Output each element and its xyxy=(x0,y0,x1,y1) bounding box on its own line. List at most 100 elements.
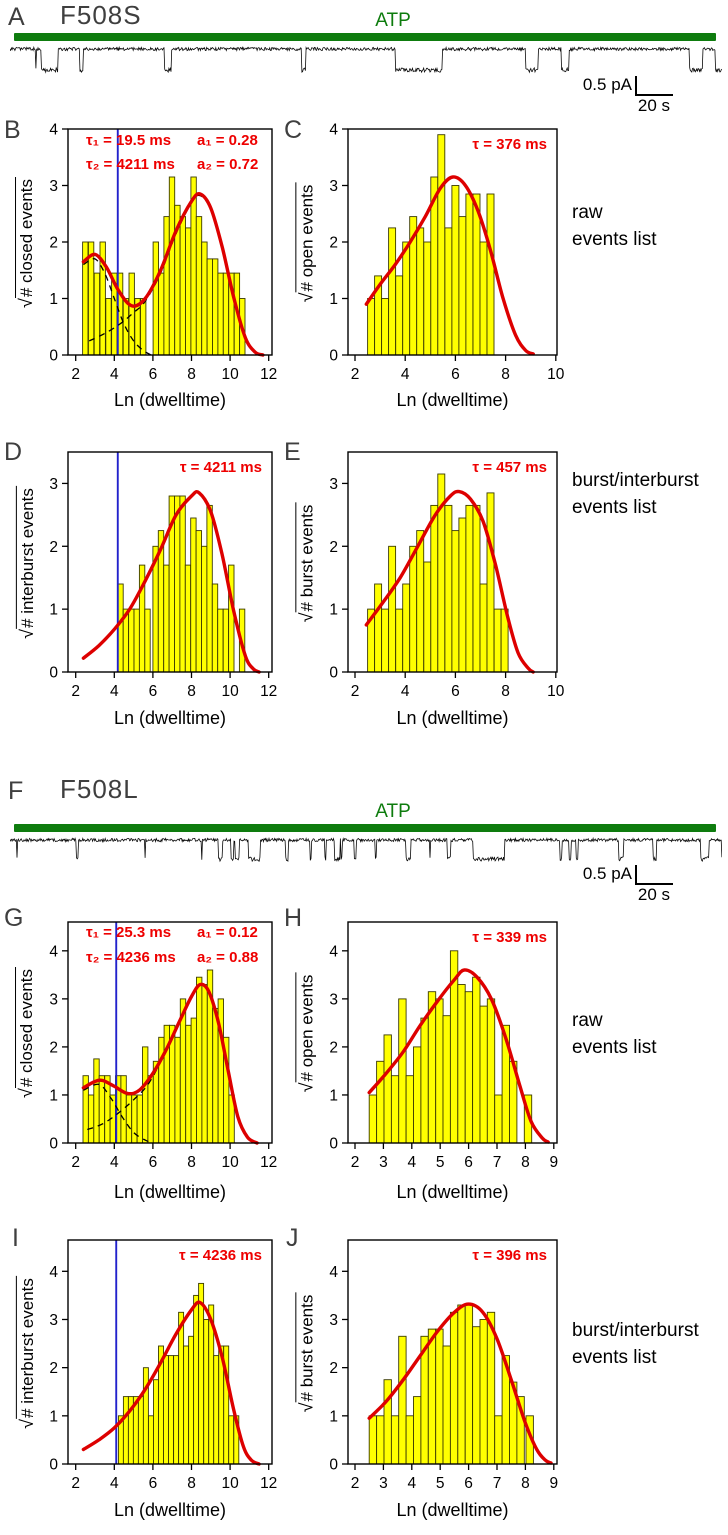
plot-svg-C: 2 4 6 8 10 0 1 2 3 4 xyxy=(329,122,565,384)
y-tick-label: 3 xyxy=(329,1312,338,1329)
fit-curve xyxy=(81,490,261,674)
y-axis-title-B: √# closed events xyxy=(15,176,37,308)
x-tick-label: 2 xyxy=(71,683,80,700)
x-tick-label: 9 xyxy=(549,1154,558,1171)
current-scale-label-a: 0.5 pA xyxy=(582,75,632,94)
fit-curve xyxy=(367,968,550,1144)
x-tick-label: 7 xyxy=(493,1154,502,1171)
plot-frame xyxy=(67,1239,273,1465)
fit-curve xyxy=(367,1302,553,1465)
histogram-closed-events-f508s: 2 4 6 8 10 12 0 1 2 3 4 xyxy=(18,115,290,403)
fit-curve xyxy=(81,192,265,357)
histogram-interburst-events-f508s: 2 4 6 8 10 12 0 1 2 3 xyxy=(18,438,290,720)
y-tick-label: 0 xyxy=(329,348,338,365)
y-tick-label: 4 xyxy=(49,943,58,960)
histogram-open-events-f508l: 2 3 4 5 6 7 8 9 0 1 2 3 4 xyxy=(298,908,575,1191)
burst-interburst-label-bottom: burst/interburst events list xyxy=(572,1320,699,1368)
a1-annotation-B: a₁ = 0.28 xyxy=(197,132,258,149)
y-tick-label: 0 xyxy=(329,665,338,682)
plot-frame xyxy=(347,451,558,673)
scale-bar-horizontal-a xyxy=(635,94,673,96)
x-tick-label: 10 xyxy=(547,366,565,383)
current-trace-f508l xyxy=(10,833,722,869)
x-tick-label: 2 xyxy=(351,1475,360,1492)
tau2-annotation-G: τ₂ = 4236 ms xyxy=(86,949,176,966)
x-axis-title-C: Ln (dwelltime) xyxy=(396,390,509,410)
y-tick-label: 1 xyxy=(49,1087,58,1104)
y-tick-label: 4 xyxy=(49,122,58,139)
x-tick-label: 8 xyxy=(521,1154,530,1171)
y-tick-label: 4 xyxy=(49,1264,58,1281)
y-tick-label: 3 xyxy=(49,476,58,493)
tau1-annotation-G: τ₁ = 25.3 ms xyxy=(86,924,172,941)
atp-bar-f xyxy=(14,824,716,832)
x-tick-label: 2 xyxy=(351,366,360,383)
x-tick-label: 2 xyxy=(351,683,360,700)
plot-frame xyxy=(67,921,273,1144)
x-tick-label: 8 xyxy=(501,683,510,700)
plot-svg-E: 2 4 6 8 10 0 1 2 3 xyxy=(329,451,565,700)
y-tick-label: 0 xyxy=(329,1457,338,1474)
axis-ticks: 2 4 6 8 10 0 1 2 3 xyxy=(329,476,564,700)
y-tick-label: 0 xyxy=(49,1457,58,1474)
y-tick-label: 3 xyxy=(329,991,338,1008)
fit-curve xyxy=(81,982,259,1145)
panel-letter-F: F xyxy=(8,777,24,805)
scale-bar-horizontal-f xyxy=(635,883,673,885)
y-tick-label: 1 xyxy=(49,1408,58,1425)
fit-curve xyxy=(81,1300,261,1466)
y-axis-title-H: √# open events xyxy=(295,972,317,1093)
sqrt-sign: √ xyxy=(16,1088,37,1099)
x-tick-label: 12 xyxy=(260,683,277,700)
histogram-burst-events-f508l: 2 3 4 5 6 7 8 9 0 1 2 3 4 xyxy=(298,1226,575,1512)
a2-annotation-B: a₂ = 0.72 xyxy=(197,156,259,173)
x-tick-label: 6 xyxy=(464,1475,473,1492)
fit-component-dashed xyxy=(83,258,152,356)
panel-letter-J: J xyxy=(286,1224,299,1252)
y-tick-label: 1 xyxy=(49,291,58,308)
plot-svg-H: 2 3 4 5 6 7 8 9 0 1 2 3 4 xyxy=(329,921,558,1171)
y-tick-label: 3 xyxy=(329,476,338,493)
x-tick-label: 4 xyxy=(110,1154,119,1171)
x-axis-title-I: Ln (dwelltime) xyxy=(113,1500,227,1520)
fit-curve xyxy=(364,489,535,674)
atp-label-f: ATP xyxy=(375,801,411,822)
raw-events-list-label-bottom: raw events list xyxy=(572,1010,657,1058)
x-tick-label: 8 xyxy=(521,1475,530,1492)
tau-annotation-H: τ = 339 ms xyxy=(472,929,547,946)
y-tick-label: 1 xyxy=(329,1408,338,1425)
x-tick-label: 8 xyxy=(187,1154,196,1171)
x-tick-label: 5 xyxy=(436,1475,445,1492)
y-tick-label: 3 xyxy=(49,991,58,1008)
y-tick-label: 1 xyxy=(329,602,338,619)
x-tick-label: 9 xyxy=(549,1475,558,1492)
sqrt-sign: √ xyxy=(296,291,317,302)
bars-group xyxy=(117,1282,240,1465)
y-tick-label: 2 xyxy=(329,1360,338,1377)
x-tick-label: 4 xyxy=(407,1475,416,1492)
trace-svg xyxy=(10,45,722,74)
y-tick-label: 2 xyxy=(329,235,338,252)
sqrt-sign: √ xyxy=(16,297,37,308)
y-tick-label: 3 xyxy=(49,178,58,195)
x-axis-title-G: Ln (dwelltime) xyxy=(113,1182,227,1202)
x-tick-label: 6 xyxy=(149,1475,158,1492)
scale-bar-vertical-a xyxy=(635,76,637,95)
y-tick-label: 0 xyxy=(49,665,58,682)
sqrt-sign: √ xyxy=(16,1418,37,1429)
x-tick-label: 6 xyxy=(451,683,460,700)
axis-ticks: 2 3 4 5 6 7 8 9 0 1 2 3 4 xyxy=(329,1264,558,1492)
panel-letter-D: D xyxy=(4,438,23,466)
y-axis-title-I: √# interburst events xyxy=(15,1275,37,1429)
x-tick-label: 4 xyxy=(110,1475,119,1492)
fit-component-dashed xyxy=(83,1083,154,1144)
bars-group xyxy=(117,495,246,673)
x-tick-label: 10 xyxy=(547,683,565,700)
x-axis-title-D: Ln (dwelltime) xyxy=(113,708,227,728)
